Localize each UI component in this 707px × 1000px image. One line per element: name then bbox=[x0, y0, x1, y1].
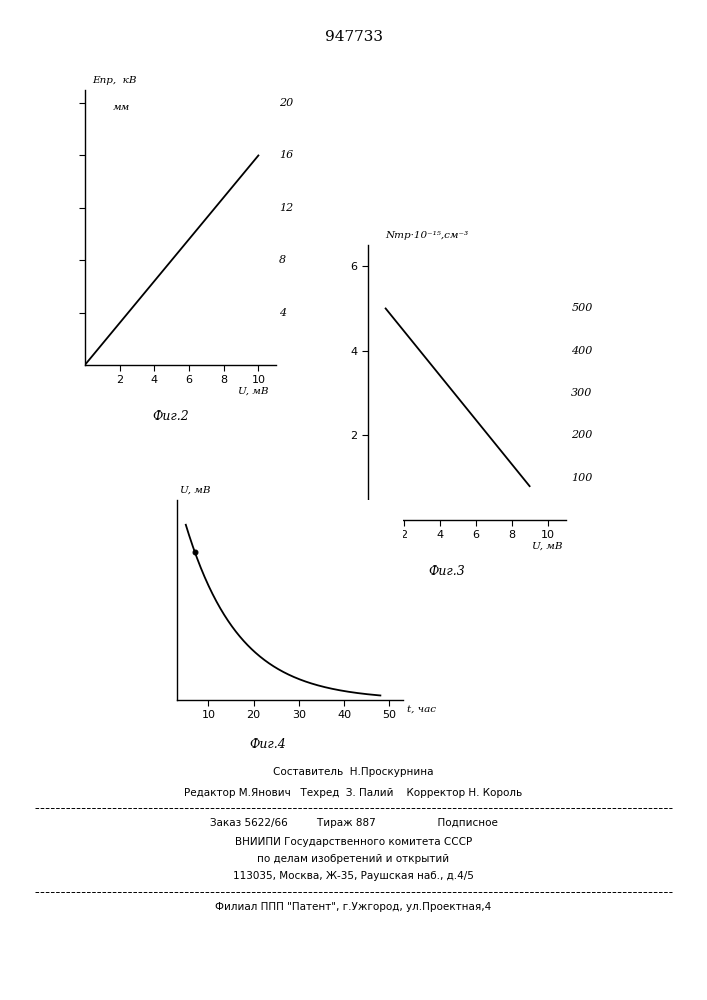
Text: U, мВ: U, мВ bbox=[180, 486, 211, 495]
Text: по делам изобретений и открытий: по делам изобретений и открытий bbox=[257, 854, 450, 864]
Text: U, мВ: U, мВ bbox=[238, 387, 269, 396]
Text: 16: 16 bbox=[279, 150, 293, 160]
Text: 20: 20 bbox=[279, 98, 293, 108]
Text: мм: мм bbox=[113, 103, 130, 112]
Text: Епр,  кВ: Епр, кВ bbox=[92, 76, 136, 85]
Text: Фиг.3: Фиг.3 bbox=[428, 565, 465, 578]
Text: 947733: 947733 bbox=[325, 30, 382, 44]
Text: 4: 4 bbox=[279, 308, 286, 318]
Text: U, мВ: U, мВ bbox=[532, 542, 562, 551]
Text: 500: 500 bbox=[571, 303, 592, 313]
Text: Фиг.2: Фиг.2 bbox=[153, 410, 189, 423]
Text: Составитель  Н.Проскурнина: Составитель Н.Проскурнина bbox=[273, 767, 434, 777]
Text: Редактор М.Янович   Техред  З. Палий    Корректор Н. Король: Редактор М.Янович Техред З. Палий Коррек… bbox=[185, 788, 522, 798]
Text: t, час: t, час bbox=[407, 705, 436, 714]
Text: 400: 400 bbox=[571, 346, 592, 356]
Text: 300: 300 bbox=[571, 388, 592, 398]
Text: 100: 100 bbox=[571, 473, 592, 483]
Text: Фиг.4: Фиг.4 bbox=[249, 738, 286, 751]
Text: Филиал ППП "Патент", г.Ужгород, ул.Проектная,4: Филиал ППП "Патент", г.Ужгород, ул.Проек… bbox=[216, 902, 491, 912]
Text: ВНИИПИ Государственного комитета СССР: ВНИИПИ Государственного комитета СССР bbox=[235, 837, 472, 847]
Text: 200: 200 bbox=[571, 430, 592, 440]
Text: Заказ 5622/66         Тираж 887                   Подписное: Заказ 5622/66 Тираж 887 Подписное bbox=[209, 818, 498, 828]
Text: Nтр·10⁻¹⁵,см⁻³: Nтр·10⁻¹⁵,см⁻³ bbox=[385, 231, 469, 240]
Text: 12: 12 bbox=[279, 203, 293, 213]
Text: 8: 8 bbox=[279, 255, 286, 265]
Text: 113035, Москва, Ж-35, Раушская наб., д.4/5: 113035, Москва, Ж-35, Раушская наб., д.4… bbox=[233, 871, 474, 881]
